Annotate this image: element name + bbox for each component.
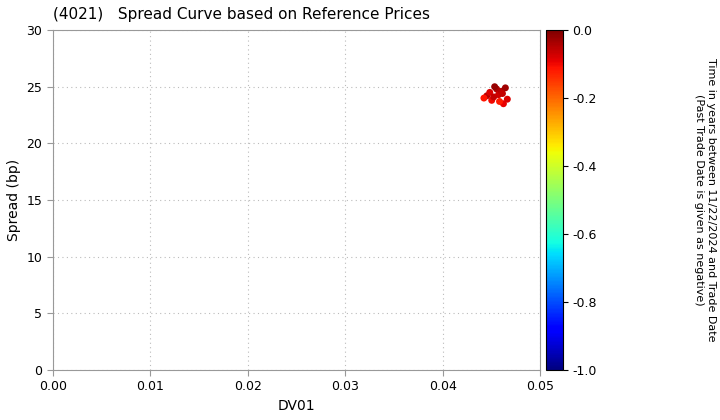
Point bbox=[478, 94, 490, 101]
Point bbox=[486, 97, 498, 104]
Point bbox=[491, 86, 503, 92]
Y-axis label: Spread (bp): Spread (bp) bbox=[7, 159, 21, 241]
Point bbox=[484, 89, 495, 96]
Point bbox=[494, 98, 505, 105]
Y-axis label: Time in years between 11/22/2024 and Trade Date
(Past Trade Date is given as neg: Time in years between 11/22/2024 and Tra… bbox=[694, 58, 716, 342]
Point bbox=[481, 92, 492, 99]
Point bbox=[502, 96, 513, 102]
Point bbox=[492, 91, 504, 98]
Point bbox=[495, 88, 507, 94]
Point bbox=[498, 100, 509, 107]
Point bbox=[500, 84, 511, 91]
Point bbox=[488, 94, 500, 100]
Point bbox=[489, 83, 500, 90]
X-axis label: DV01: DV01 bbox=[278, 399, 315, 413]
Text: (4021)   Spread Curve based on Reference Prices: (4021) Spread Curve based on Reference P… bbox=[53, 7, 430, 22]
Point bbox=[497, 90, 508, 97]
